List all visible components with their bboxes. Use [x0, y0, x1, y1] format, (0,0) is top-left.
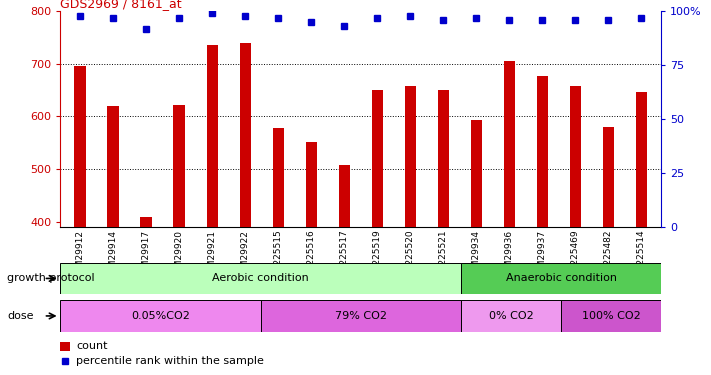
Bar — [338, 165, 350, 227]
Text: growth protocol: growth protocol — [7, 273, 95, 284]
Text: 79% CO2: 79% CO2 — [335, 311, 387, 321]
Text: Anaerobic condition: Anaerobic condition — [506, 273, 616, 284]
Bar — [141, 217, 152, 227]
Bar — [60, 262, 461, 294]
Bar — [372, 90, 383, 227]
Bar — [206, 45, 218, 227]
Text: dose: dose — [7, 311, 33, 321]
Bar — [537, 76, 548, 227]
Bar — [60, 342, 70, 351]
Text: percentile rank within the sample: percentile rank within the sample — [77, 356, 264, 366]
Bar — [570, 87, 581, 227]
Bar — [503, 61, 515, 227]
Bar — [461, 262, 661, 294]
Bar — [306, 142, 317, 227]
Bar — [461, 300, 561, 332]
Text: GDS2969 / 8161_at: GDS2969 / 8161_at — [60, 0, 182, 10]
Text: 0% CO2: 0% CO2 — [488, 311, 533, 321]
Bar — [261, 300, 461, 332]
Text: Aerobic condition: Aerobic condition — [213, 273, 309, 284]
Bar — [437, 90, 449, 227]
Bar — [173, 105, 185, 227]
Text: 0.05%CO2: 0.05%CO2 — [131, 311, 190, 321]
Bar — [561, 300, 661, 332]
Bar — [405, 87, 416, 227]
Text: count: count — [77, 342, 108, 351]
Bar — [107, 106, 119, 227]
Bar — [60, 300, 261, 332]
Bar — [75, 66, 86, 227]
Text: 100% CO2: 100% CO2 — [582, 311, 641, 321]
Bar — [603, 128, 614, 227]
Bar — [636, 92, 647, 227]
Bar — [240, 43, 251, 227]
Bar — [272, 128, 284, 227]
Bar — [471, 120, 482, 227]
